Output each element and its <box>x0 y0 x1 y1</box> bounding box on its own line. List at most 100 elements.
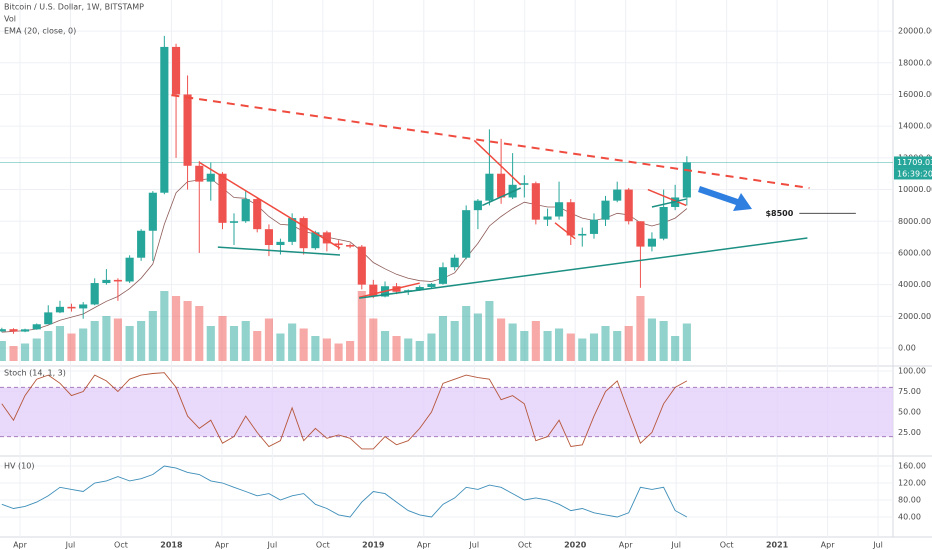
volume-bar <box>218 316 227 361</box>
volume-bar <box>589 333 599 361</box>
candle-body <box>288 218 297 242</box>
y-tick-label: 120.00 <box>898 479 926 488</box>
volume-bar <box>299 328 308 361</box>
volume-bar <box>125 326 134 361</box>
volume-legend: Vol <box>4 15 16 24</box>
candle-body <box>206 173 215 182</box>
candle-body <box>0 329 6 332</box>
volume-bar <box>508 323 517 361</box>
hv-line <box>1 465 688 518</box>
candle-body <box>485 173 494 201</box>
candle-body <box>427 283 436 288</box>
volume-bar <box>543 331 552 361</box>
candle-body <box>497 173 506 198</box>
y-tick-label: 6000.00 <box>898 248 931 257</box>
volume-bar <box>473 313 482 361</box>
volume-bar <box>497 318 506 361</box>
volume-bar <box>311 336 320 361</box>
volume-bar <box>671 336 680 361</box>
candle-body <box>322 232 331 244</box>
volume-bar <box>90 321 99 361</box>
candle-body <box>369 284 378 297</box>
volume-bar <box>55 326 65 361</box>
candle-body <box>624 189 633 222</box>
y-tick-label: 50.00 <box>898 408 921 417</box>
x-tick-label: Oct <box>518 541 532 550</box>
volume-bar <box>485 301 494 361</box>
trendline <box>554 222 576 240</box>
trendline <box>651 198 687 208</box>
candle-body <box>195 165 204 182</box>
volume-bar <box>462 306 471 361</box>
target-label: $8500 <box>765 209 793 218</box>
y-tick-label: 10000.00 <box>898 185 932 194</box>
candle-body <box>79 304 88 309</box>
volume-bar <box>206 326 215 361</box>
volume-bar <box>636 296 645 361</box>
trendline <box>482 187 522 207</box>
candle-body <box>148 192 157 231</box>
candle-body <box>566 202 575 236</box>
candle-body <box>299 218 308 249</box>
candle-body <box>218 173 227 223</box>
x-tick-label: Jul <box>468 541 479 550</box>
candle-body <box>601 200 610 220</box>
volume-bar <box>613 331 622 361</box>
candle-body <box>520 183 529 185</box>
x-tick-label: 2021 <box>766 541 789 550</box>
volume-bar <box>450 321 459 361</box>
volume-bar <box>554 328 564 361</box>
volume-bar <box>229 326 239 361</box>
candle-body <box>183 94 192 166</box>
candle-body <box>531 183 540 220</box>
volume-bar <box>253 331 262 361</box>
candle-body <box>334 243 343 246</box>
volume-bar <box>346 341 355 361</box>
x-tick-label: Oct <box>720 541 734 550</box>
volume-bar <box>20 343 30 361</box>
y-tick-label: 8000.00 <box>898 217 931 226</box>
volume-bar <box>427 333 436 361</box>
x-tick-label: Jul <box>267 541 278 550</box>
countdown-label: 16:39:20 <box>897 169 932 178</box>
x-tick-label: Oct <box>114 541 128 550</box>
x-tick-label: Apr <box>215 541 230 550</box>
candle-body <box>462 210 471 258</box>
candle-body <box>589 219 599 234</box>
volume-bar <box>0 341 6 361</box>
volume-bar <box>9 346 18 361</box>
candle-body <box>554 202 564 217</box>
volume-bar <box>264 318 273 361</box>
volume-bar <box>102 316 111 361</box>
candle-body <box>438 267 448 284</box>
volume-bar <box>624 326 633 361</box>
candle-body <box>20 329 30 332</box>
countdown-box <box>894 168 932 180</box>
trendline <box>359 282 420 299</box>
volume-bar <box>137 321 146 361</box>
volume-bar <box>276 333 285 361</box>
candle-body <box>276 241 285 246</box>
candle-body <box>67 306 76 309</box>
y-tick-label: 100.00 <box>898 367 926 376</box>
candle-body <box>346 245 355 247</box>
volume-bar <box>369 318 378 361</box>
trendline <box>473 139 522 186</box>
candle-body <box>578 233 587 236</box>
candle-body <box>171 46 181 95</box>
volume-bar <box>44 331 53 361</box>
x-tick-label: 2019 <box>362 541 385 550</box>
volume-bar <box>195 306 204 361</box>
candle-body <box>253 199 262 230</box>
volume-bar <box>113 318 122 361</box>
volume-bar <box>380 331 390 361</box>
volume-bar <box>659 321 668 361</box>
stoch-legend: Stoch (14, 1, 3) <box>4 369 66 378</box>
volume-bar <box>404 338 413 361</box>
hv-legend: HV (10) <box>4 462 34 471</box>
volume-bar <box>357 291 366 361</box>
candle-body <box>264 229 273 246</box>
volume-bar <box>392 336 401 361</box>
